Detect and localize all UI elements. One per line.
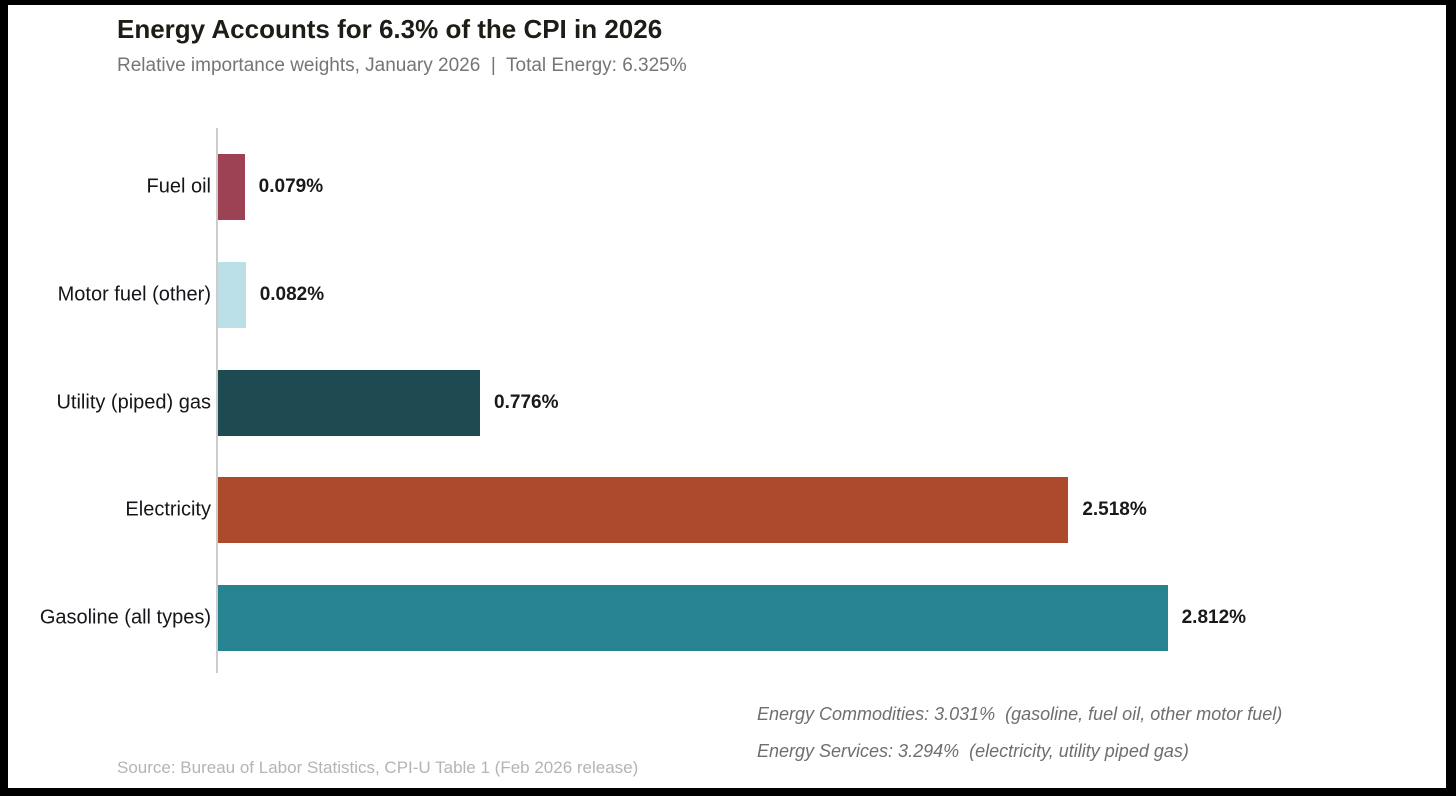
value-label-electricity: 2.518% xyxy=(1082,499,1147,521)
annotation-energy-services: Energy Services: 3.294% (electricity, ut… xyxy=(757,741,1189,761)
value-label-gasoline-all-types: 2.812% xyxy=(1181,607,1247,628)
chart-title: Energy Accounts for 6.3% of the CPI in 2… xyxy=(117,14,663,44)
source-note: Source: Bureau of Labor Statistics, CPI-… xyxy=(117,758,639,777)
value-label-utility-piped-gas: 0.776% xyxy=(494,391,559,413)
bar-fuel-oil xyxy=(218,154,245,220)
y-axis-line xyxy=(216,128,218,673)
chart-subtitle: Relative importance weights, January 202… xyxy=(117,55,687,76)
category-label-electricity: Electricity xyxy=(125,498,211,521)
value-label-motor-fuel-other: 0.082% xyxy=(259,283,325,305)
category-label-utility-piped-gas: Utility (piped) gas xyxy=(56,391,211,413)
category-label-gasoline-all-types: Gasoline (all types) xyxy=(39,606,211,629)
category-label-motor-fuel-other: Motor fuel (other) xyxy=(57,283,211,306)
value-label-fuel-oil: 0.079% xyxy=(258,176,324,197)
bar-utility-piped-gas xyxy=(218,369,481,436)
bar-motor-fuel-other xyxy=(218,261,246,328)
bar-gasoline-all-types xyxy=(218,585,1168,651)
category-label-fuel-oil: Fuel oil xyxy=(146,175,211,198)
bar-electricity xyxy=(218,477,1069,544)
annotation-energy-commodities: Energy Commodities: 3.031% (gasoline, fu… xyxy=(757,704,1283,724)
